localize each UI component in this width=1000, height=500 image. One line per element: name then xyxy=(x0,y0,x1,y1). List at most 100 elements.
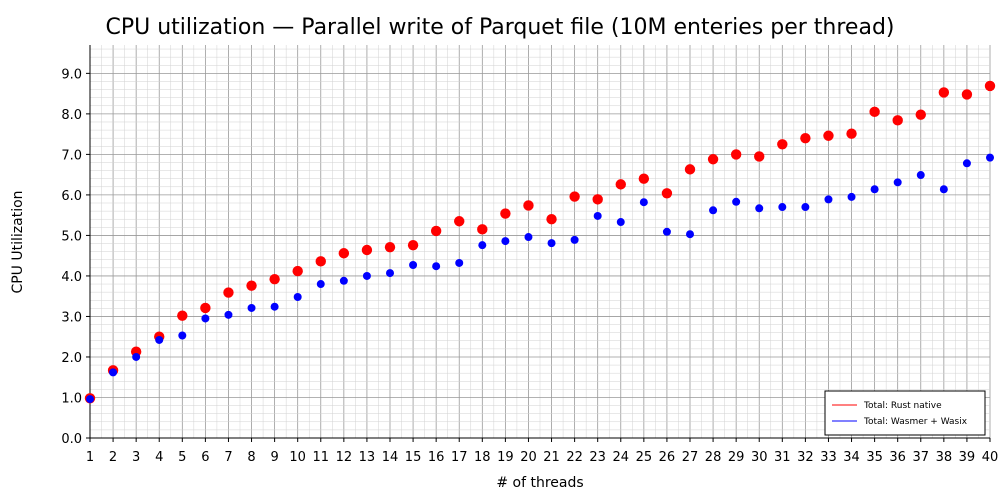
y-tick-label: 4.0 xyxy=(61,270,82,285)
point-wasmer-wasix xyxy=(801,203,810,212)
x-tick-label: 8 xyxy=(247,450,255,465)
legend-label-rust-native: Total: Rust native xyxy=(863,401,942,411)
x-tick-label: 40 xyxy=(982,450,999,465)
x-tick-label: 36 xyxy=(889,450,906,465)
point-wasmer-wasix xyxy=(755,204,764,213)
point-rust-native xyxy=(223,287,234,298)
x-tick-label: 15 xyxy=(405,450,422,465)
point-wasmer-wasix xyxy=(616,218,625,227)
x-tick-label: 25 xyxy=(636,450,653,465)
point-wasmer-wasix xyxy=(732,197,741,206)
point-rust-native xyxy=(730,149,742,160)
point-wasmer-wasix xyxy=(339,276,348,285)
point-rust-native xyxy=(892,115,903,126)
point-rust-native xyxy=(361,244,373,256)
point-rust-native xyxy=(200,302,211,314)
point-rust-native xyxy=(823,130,834,141)
axes xyxy=(86,45,991,442)
point-wasmer-wasix xyxy=(409,260,418,269)
point-rust-native xyxy=(430,225,442,237)
x-tick-label: 39 xyxy=(959,450,976,465)
y-tick-label: 2.0 xyxy=(61,351,82,366)
point-wasmer-wasix xyxy=(893,178,902,187)
point-rust-native xyxy=(315,256,326,267)
point-wasmer-wasix xyxy=(224,310,233,319)
point-rust-native xyxy=(500,208,511,219)
point-wasmer-wasix xyxy=(247,303,256,312)
point-rust-native xyxy=(777,139,788,150)
x-tick-label: 2 xyxy=(109,450,117,465)
y-axis-label: CPU Utilization xyxy=(10,190,26,293)
y-tick-label: 9.0 xyxy=(61,67,82,82)
point-rust-native xyxy=(915,109,926,120)
point-wasmer-wasix xyxy=(362,271,371,280)
series-1 xyxy=(86,153,994,404)
point-wasmer-wasix xyxy=(178,331,187,340)
point-wasmer-wasix xyxy=(662,227,671,236)
y-tick-label: 6.0 xyxy=(61,189,82,204)
point-wasmer-wasix xyxy=(570,235,579,244)
legend-label-wasmer-wasix: Total: Wasmer + Wasix xyxy=(863,417,968,427)
x-tick-label: 3 xyxy=(132,450,140,465)
point-rust-native xyxy=(292,265,303,277)
x-tick-label: 33 xyxy=(820,450,837,465)
x-tick-label: 16 xyxy=(428,450,445,465)
point-rust-native xyxy=(338,248,350,259)
point-rust-native xyxy=(546,214,557,225)
x-tick-label: 17 xyxy=(451,450,468,465)
point-rust-native xyxy=(984,80,996,92)
point-rust-native xyxy=(384,241,396,253)
data-points xyxy=(84,80,996,404)
point-rust-native xyxy=(661,188,673,199)
point-wasmer-wasix xyxy=(709,206,718,215)
point-wasmer-wasix xyxy=(778,203,787,212)
legend-box xyxy=(824,390,986,436)
point-rust-native xyxy=(477,224,488,235)
x-tick-label: 5 xyxy=(178,450,186,465)
point-rust-native xyxy=(846,128,857,139)
x-axis-label: # of threads xyxy=(496,475,583,491)
chart-title: CPU utilization — Parallel write of Parq… xyxy=(106,15,895,40)
x-tick-label: 21 xyxy=(543,450,560,465)
x-tick-label: 12 xyxy=(336,450,353,465)
x-tick-label: 35 xyxy=(866,450,883,465)
x-tick-label: 37 xyxy=(912,450,929,465)
y-tick-label: 3.0 xyxy=(61,310,82,325)
x-tick-label: 13 xyxy=(359,450,376,465)
y-tick-label: 5.0 xyxy=(61,229,82,244)
point-wasmer-wasix xyxy=(86,395,94,404)
point-wasmer-wasix xyxy=(870,185,879,194)
x-tick-label: 30 xyxy=(751,450,768,465)
x-tick-label: 11 xyxy=(312,450,329,465)
x-tick-label: 20 xyxy=(520,450,537,465)
x-tick-label: 1 xyxy=(86,450,94,465)
x-tick-label: 9 xyxy=(270,450,278,465)
x-tick-label: 19 xyxy=(497,450,514,465)
point-rust-native xyxy=(938,87,950,98)
legend: Total: Rust native Total: Wasmer + Wasix xyxy=(824,390,986,436)
point-wasmer-wasix xyxy=(478,241,487,250)
x-tick-label: 18 xyxy=(474,450,491,465)
y-tick-label: 8.0 xyxy=(61,108,82,123)
x-tick-label: 10 xyxy=(289,450,306,465)
point-wasmer-wasix xyxy=(316,280,325,289)
point-rust-native xyxy=(961,89,973,100)
point-rust-native xyxy=(454,216,465,227)
point-wasmer-wasix xyxy=(386,269,394,278)
tick-labels: 0.01.02.03.04.05.06.07.08.09.01 2 3 4 5 6 7 8 9 1… xyxy=(61,67,998,465)
point-wasmer-wasix xyxy=(593,211,602,220)
point-rust-native xyxy=(615,179,626,190)
point-wasmer-wasix xyxy=(939,185,948,194)
point-rust-native xyxy=(592,194,603,205)
x-tick-label: 31 xyxy=(774,450,791,465)
point-wasmer-wasix xyxy=(201,314,210,323)
point-wasmer-wasix xyxy=(432,262,441,271)
point-wasmer-wasix xyxy=(962,159,971,168)
point-wasmer-wasix xyxy=(986,153,994,162)
point-rust-native xyxy=(177,310,188,321)
y-tick-label: 1.0 xyxy=(61,391,82,406)
point-rust-native xyxy=(269,273,280,285)
x-tick-label: 38 xyxy=(936,450,953,465)
x-tick-label: 6 xyxy=(201,450,209,465)
